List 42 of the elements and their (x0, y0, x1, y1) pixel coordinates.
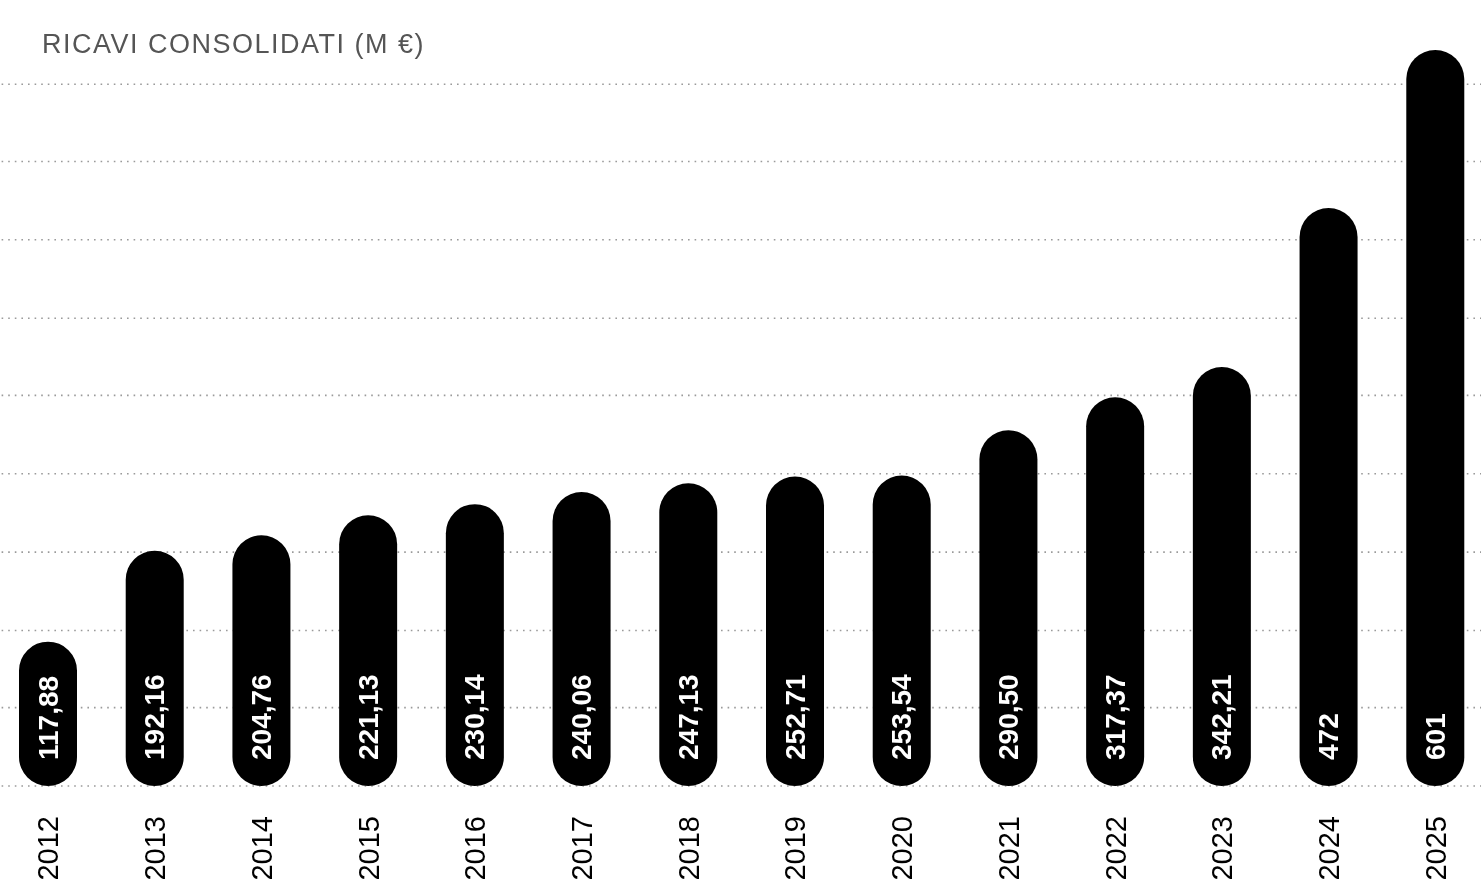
chart-title: RICAVI CONSOLIDATI (M €) (42, 29, 426, 60)
x-tick-label: 2019 (779, 816, 812, 881)
data-label: 240,06 (566, 674, 598, 760)
data-label: 192,16 (139, 674, 171, 760)
bar (979, 430, 1038, 786)
bar (125, 550, 184, 786)
x-tick-label: 2025 (1419, 816, 1452, 881)
x-tick-label: 2015 (352, 816, 385, 881)
x-tick-label: 2023 (1206, 816, 1239, 881)
bar (766, 476, 824, 786)
bar (659, 483, 718, 786)
bar (1299, 208, 1358, 786)
data-label: 204,76 (245, 674, 277, 760)
data-label: 117,88 (32, 675, 64, 760)
bar (1086, 397, 1145, 786)
bar (339, 515, 398, 786)
x-tick-label: 2024 (1312, 816, 1345, 881)
data-label: 247,13 (672, 674, 704, 760)
x-tick-label: 2014 (245, 816, 278, 881)
x-tick-label: 2018 (672, 816, 705, 881)
data-label: 252,71 (779, 674, 811, 760)
data-label: 253,54 (886, 673, 918, 760)
data-label: 472 (1313, 713, 1345, 760)
bar (1192, 366, 1251, 786)
x-tick-label: 2016 (459, 816, 492, 881)
x-tick-label: 2012 (32, 816, 65, 881)
data-label: 601 (1419, 713, 1451, 760)
x-tick-label: 2020 (886, 816, 919, 881)
data-label: 317,37 (1099, 674, 1131, 760)
x-tick-label: 2013 (139, 816, 172, 881)
data-label: 342,21 (1206, 674, 1238, 760)
bar (872, 475, 931, 786)
data-label: 230,14 (459, 673, 491, 760)
x-tick-label: 2021 (992, 816, 1025, 881)
x-tick-label: 2017 (565, 816, 598, 881)
bar (232, 535, 291, 786)
data-label: 221,13 (352, 674, 384, 760)
x-tick-label: 2022 (1099, 816, 1132, 881)
bar (552, 492, 611, 786)
bar (445, 504, 504, 786)
bar (1406, 50, 1465, 786)
data-label: 290,50 (992, 674, 1024, 760)
